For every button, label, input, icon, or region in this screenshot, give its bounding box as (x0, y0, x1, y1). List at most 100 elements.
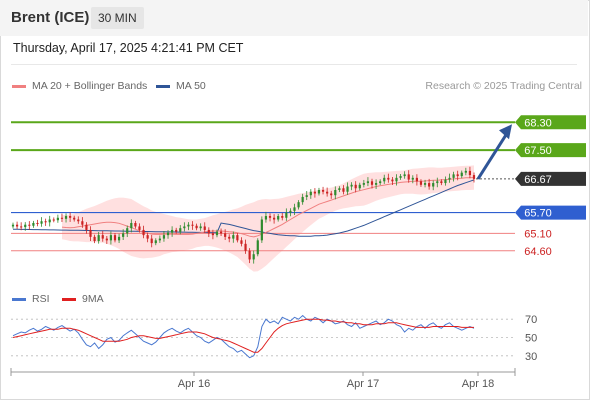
candle-body (117, 236, 121, 241)
candle-body (109, 235, 113, 241)
candle-body (199, 226, 202, 229)
x-tick-label: Apr 17 (347, 378, 379, 390)
candle-body (440, 181, 443, 184)
candle-body (379, 181, 382, 184)
candle-body (428, 183, 431, 187)
candle-body (93, 236, 96, 242)
level-label: 66.67 (524, 174, 552, 186)
candle-body (207, 229, 210, 234)
candle-body (374, 183, 378, 185)
rsi-tick-70: 70 (525, 314, 537, 326)
level-tag-bg (515, 171, 586, 186)
candle-body (281, 216, 284, 218)
candle-body (350, 184, 353, 187)
candle-body (289, 210, 292, 213)
candle-body (248, 250, 251, 260)
candle-body (415, 177, 418, 182)
level-tag-67.50: 67.50 (515, 143, 586, 158)
candle-body (468, 170, 472, 176)
candle-body (297, 202, 300, 208)
candle-body (20, 226, 23, 228)
candle-body (277, 216, 280, 220)
candle-body (166, 232, 170, 236)
candle-body (472, 175, 476, 179)
projection-arrow-head (499, 124, 512, 140)
candle-body (452, 174, 455, 178)
candle-body (362, 183, 365, 185)
candle-body (179, 228, 182, 232)
candle-body (97, 235, 100, 242)
candle-body (40, 221, 43, 224)
ma20-swatch (12, 84, 26, 88)
candle-body (228, 236, 231, 239)
candle-body (171, 229, 174, 233)
rsi-label: RSI (32, 293, 50, 305)
candle-body (224, 233, 227, 237)
candle-body (191, 224, 194, 226)
candle-body (256, 240, 259, 255)
candle-body (130, 222, 133, 229)
timestamp: Thursday, April 17, 2025 4:21:41 PM CET (13, 41, 244, 55)
candle-body (460, 172, 463, 177)
level-tag-bg (515, 205, 586, 220)
x-tick-label: Apr 16 (178, 378, 210, 390)
candle-body (219, 231, 223, 234)
ma50-label: MA 50 (176, 80, 206, 92)
candle-body (444, 179, 447, 184)
candle-body (252, 254, 255, 260)
candle-body (240, 240, 243, 244)
candle-body (436, 181, 439, 184)
level-tag-bg (515, 143, 586, 158)
rsi-tick-30: 30 (525, 351, 537, 363)
candle-body (232, 235, 235, 239)
candle-body (73, 217, 76, 220)
level-label: 65.10 (524, 228, 552, 240)
candle-body (126, 228, 129, 234)
candle-body (122, 233, 125, 237)
candle-body (187, 224, 190, 227)
candle-body (370, 181, 374, 185)
candle-body (285, 212, 288, 218)
level-tag-65.10: 65.10 (524, 228, 552, 240)
candle-body (366, 181, 370, 184)
divider (11, 64, 577, 65)
candle-body (432, 183, 435, 187)
candle-body (268, 216, 272, 218)
candle-body (146, 235, 149, 239)
level-tag-68.30: 68.30 (515, 115, 586, 130)
candle-body (399, 176, 402, 178)
legend-rsi-ma: 9MA (62, 293, 104, 305)
candle-body (32, 222, 35, 226)
candle-body (154, 240, 157, 244)
candle-body (403, 174, 406, 177)
level-tag-bg (515, 115, 586, 130)
candle-body (342, 188, 345, 192)
header-bar: Brent (ICE) 30 MIN (0, 0, 588, 36)
credit-text: Research © 2025 Trading Central (425, 80, 582, 92)
candle-body (89, 229, 92, 237)
candle-body (203, 226, 206, 230)
candle-body (407, 174, 410, 180)
candle-body (354, 184, 357, 189)
candle-body (48, 219, 51, 223)
candle-body (158, 238, 161, 241)
candle-body (64, 216, 68, 219)
candle-body (236, 235, 239, 241)
candle-body (15, 224, 19, 227)
timeframe-badge[interactable]: 30 MIN (91, 7, 144, 29)
candle-body (395, 177, 398, 182)
candle-body (85, 224, 88, 230)
candle-body (330, 193, 333, 196)
candle-body (77, 219, 80, 222)
candle-body (162, 235, 166, 239)
level-tag-66.67: 66.67 (515, 171, 586, 186)
candle-body (346, 186, 349, 192)
candle-body (44, 221, 47, 223)
rsi-ma-swatch (62, 297, 76, 301)
level-label: 68.30 (524, 117, 552, 129)
candle-body (105, 238, 108, 241)
candle-body (338, 188, 341, 190)
candle-body (317, 190, 321, 194)
candle-body (150, 238, 153, 244)
